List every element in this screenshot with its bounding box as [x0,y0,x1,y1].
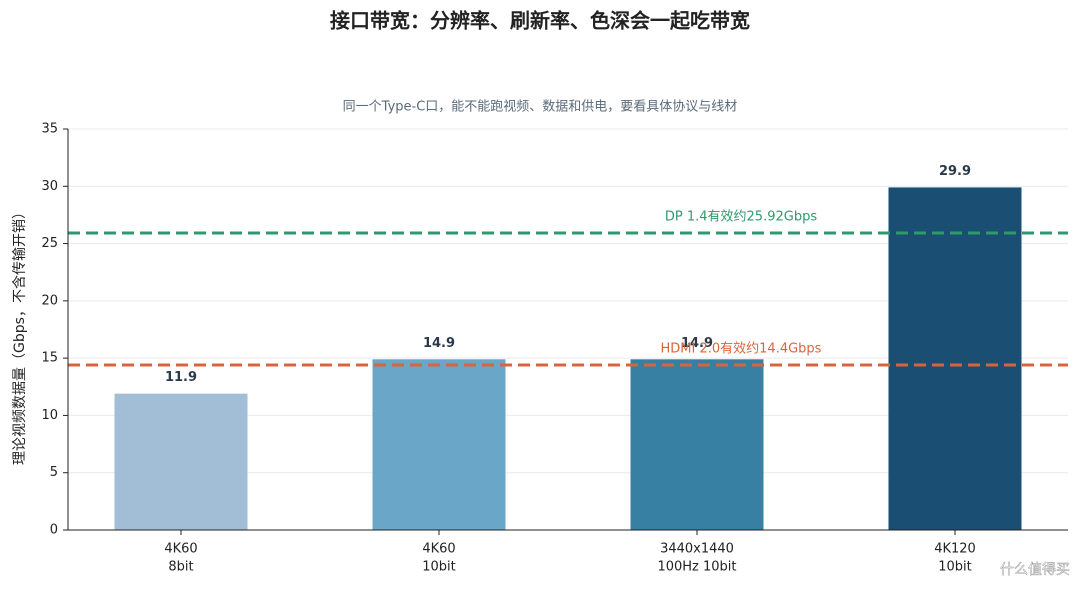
y-tick-label: 20 [41,293,58,308]
x-tick-label: 4K60 [164,542,197,557]
y-axis-label: 理论视频数据量（Gbps，不含传输开销） [12,205,28,465]
x-tick-label: 3440x1440 [660,542,734,557]
x-tick-label: 100Hz 10bit [657,560,736,575]
bar [630,359,764,530]
y-tick-label: 0 [50,523,58,538]
y-tick-label: 35 [41,122,58,137]
bar [888,187,1022,530]
x-tick-label: 10bit [938,560,972,575]
value-label: 29.9 [939,164,971,179]
chart-title: 接口带宽：分辨率、刷新率、色深会一起吃带宽 [330,9,750,33]
bar [372,359,506,530]
value-label: 14.9 [423,336,455,351]
x-tick-label: 8bit [168,560,193,575]
chart-subtitle: 同一个Type-C口，能不能跑视频、数据和供电，要看具体协议与线材 [343,99,738,115]
value-label: 11.9 [165,370,197,385]
bar [114,393,248,530]
y-tick-label: 25 [41,236,58,251]
y-tick-label: 10 [41,408,58,423]
y-tick-label: 15 [41,351,58,366]
x-tick-label: 4K60 [422,542,455,557]
y-tick-label: 5 [50,465,58,480]
value-label: 14.9 [681,336,713,351]
watermark: 什么值得买 [1000,561,1070,578]
x-tick-label: 4K120 [934,542,976,557]
reference-label: HDMI 2.0有效约14.4Gbps [661,342,822,357]
x-tick-label: 10bit [422,560,456,575]
reference-label: DP 1.4有效约25.92Gbps [665,210,817,225]
y-tick-label: 30 [41,179,58,194]
